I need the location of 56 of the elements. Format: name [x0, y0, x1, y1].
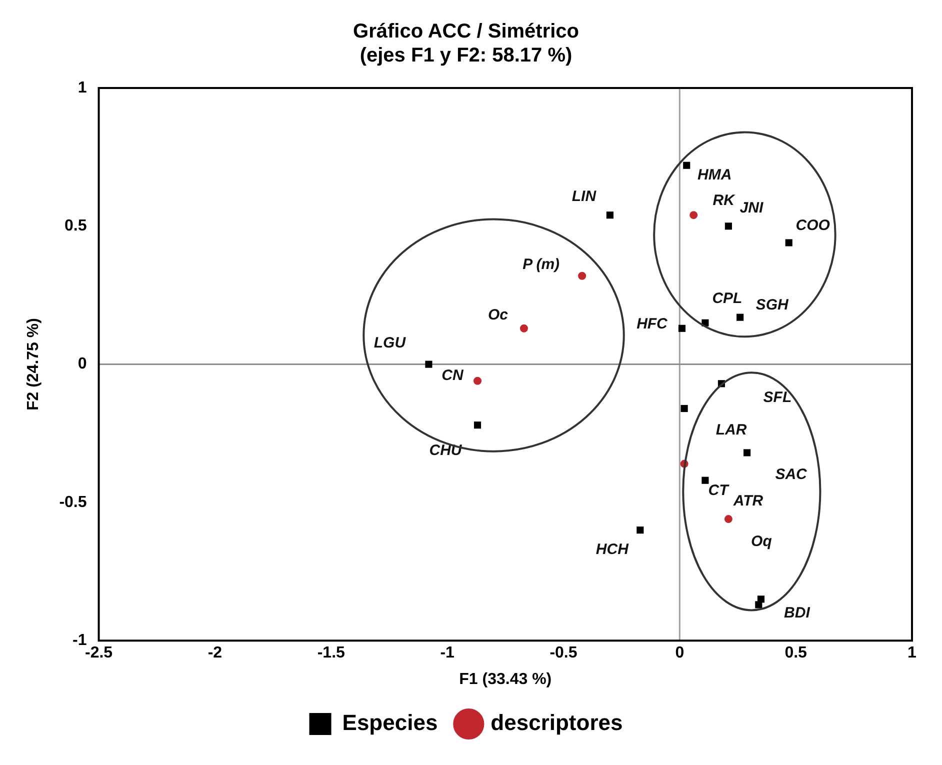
- point: [425, 360, 432, 368]
- annotation: CN: [442, 367, 464, 384]
- point: [785, 239, 792, 246]
- x-tick-label: -1.5: [317, 644, 346, 662]
- point: [606, 212, 614, 219]
- point: [724, 222, 732, 230]
- x-tick-label: 1: [908, 644, 917, 662]
- point: [683, 162, 690, 169]
- y-tick-label: 0: [78, 356, 87, 373]
- point: [690, 211, 698, 220]
- x-tick-label: -1: [440, 644, 455, 662]
- point: [474, 376, 482, 385]
- point: [736, 314, 744, 321]
- annotation: BDI: [784, 604, 811, 622]
- annotation: HMA: [698, 166, 732, 184]
- point: [724, 515, 732, 524]
- annotation: Oq: [751, 533, 772, 550]
- y-tick-label: 1: [78, 79, 87, 96]
- x-tick-label: 0.5: [784, 644, 808, 662]
- annotation: SGH: [756, 296, 790, 314]
- annotation: CT: [708, 482, 730, 499]
- y-tick-label: 0.5: [64, 218, 87, 235]
- annotation: LIN: [572, 188, 598, 206]
- annotation: CPL: [712, 290, 742, 307]
- point: [743, 449, 751, 456]
- point: [520, 324, 528, 332]
- point: [680, 404, 688, 412]
- x-axis-title: F1 (33.43 %): [459, 670, 552, 688]
- legend-label: Especies: [342, 710, 438, 736]
- point: [578, 272, 586, 280]
- point: [757, 596, 765, 603]
- y-axis-title: F2 (24.75 %): [25, 318, 42, 411]
- point: [636, 526, 644, 534]
- x-tick-label: -2.5: [84, 644, 113, 662]
- annotation: JNI: [740, 199, 764, 216]
- annotation: Oc: [488, 306, 509, 324]
- point: [702, 476, 709, 484]
- x-tick-label: 0: [675, 644, 684, 662]
- legend-label: descriptores: [490, 710, 623, 736]
- annotation: SFL: [763, 388, 792, 406]
- annotation: COO: [796, 216, 830, 234]
- annotation: HCH: [596, 541, 630, 558]
- annotation: LGU: [374, 334, 407, 352]
- annotation: LAR: [716, 422, 747, 439]
- annotation: ATR: [732, 492, 764, 510]
- annotation: RK: [712, 192, 736, 210]
- x-tick-label: -0.5: [550, 644, 578, 662]
- annotation: HFC: [636, 316, 669, 333]
- annotation: P (m): [522, 256, 560, 274]
- annotation: SAC: [775, 466, 808, 483]
- chart-title: Gráfico ACC / Simétrico (ejes F1 y F2: 58.17 %): [353, 20, 579, 67]
- x-tick-label: -2: [208, 644, 222, 662]
- point: [474, 422, 482, 429]
- y-tick-label: -1: [72, 632, 87, 650]
- y-tick-label: -0.5: [59, 494, 87, 511]
- point: [678, 324, 686, 332]
